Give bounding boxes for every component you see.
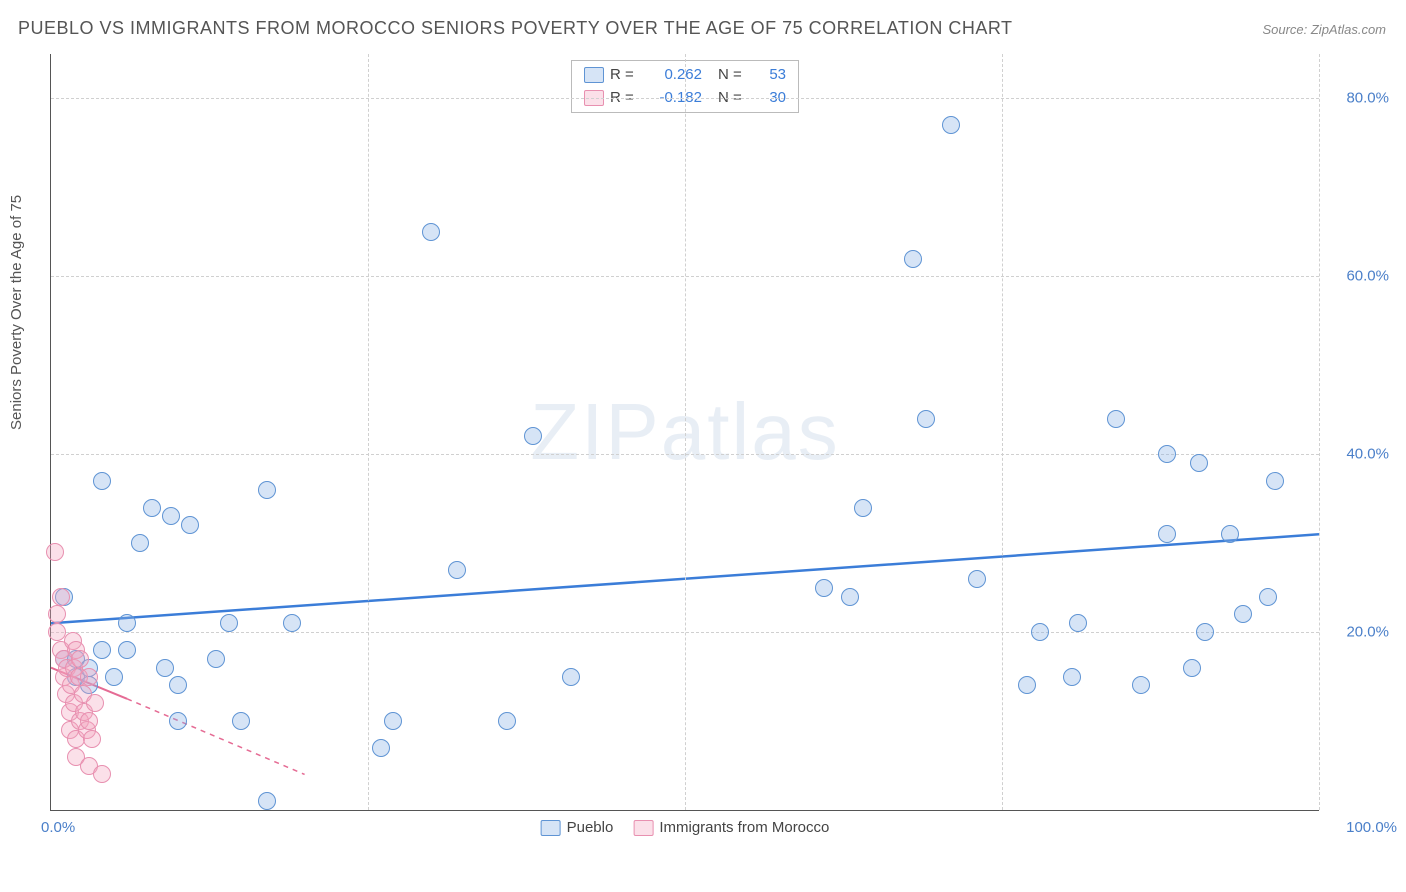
data-point bbox=[46, 543, 64, 561]
legend-n-value: 53 bbox=[754, 64, 786, 87]
data-point bbox=[854, 499, 872, 517]
data-point bbox=[105, 668, 123, 686]
series-legend: Pueblo Immigrants from Morocco bbox=[541, 819, 830, 836]
data-point bbox=[968, 570, 986, 588]
legend-swatch bbox=[633, 820, 653, 836]
data-point bbox=[156, 659, 174, 677]
source-attribution: Source: ZipAtlas.com bbox=[1262, 22, 1386, 37]
data-point bbox=[162, 507, 180, 525]
data-point bbox=[80, 668, 98, 686]
data-point bbox=[232, 712, 250, 730]
data-point bbox=[258, 481, 276, 499]
data-point bbox=[904, 250, 922, 268]
gridline-v bbox=[1002, 54, 1003, 810]
legend-swatch bbox=[541, 820, 561, 836]
data-point bbox=[169, 712, 187, 730]
data-point bbox=[1063, 668, 1081, 686]
data-point bbox=[131, 534, 149, 552]
gridline-v bbox=[368, 54, 369, 810]
data-point bbox=[917, 410, 935, 428]
gridline-v bbox=[685, 54, 686, 810]
data-point bbox=[1183, 659, 1201, 677]
data-point bbox=[1196, 623, 1214, 641]
data-point bbox=[1107, 410, 1125, 428]
data-point bbox=[1234, 605, 1252, 623]
data-point bbox=[83, 730, 101, 748]
data-point bbox=[143, 499, 161, 517]
x-axis-tick-min: 0.0% bbox=[41, 819, 75, 836]
legend-swatch bbox=[584, 67, 604, 83]
data-point bbox=[815, 579, 833, 597]
data-point bbox=[48, 605, 66, 623]
data-point bbox=[207, 650, 225, 668]
legend-r-label: R = bbox=[610, 64, 640, 87]
data-point bbox=[71, 650, 89, 668]
data-point bbox=[86, 694, 104, 712]
data-point bbox=[562, 668, 580, 686]
series-legend-item: Immigrants from Morocco bbox=[633, 819, 829, 836]
data-point bbox=[384, 712, 402, 730]
data-point bbox=[80, 712, 98, 730]
data-point bbox=[220, 614, 238, 632]
data-point bbox=[448, 561, 466, 579]
data-point bbox=[169, 676, 187, 694]
legend-n-label: N = bbox=[718, 64, 748, 87]
data-point bbox=[1190, 454, 1208, 472]
x-axis-tick-max: 100.0% bbox=[1346, 819, 1397, 836]
data-point bbox=[93, 472, 111, 490]
data-point bbox=[1259, 588, 1277, 606]
data-point bbox=[1158, 525, 1176, 543]
data-point bbox=[422, 223, 440, 241]
data-point bbox=[93, 641, 111, 659]
data-point bbox=[942, 116, 960, 134]
y-axis-tick: 60.0% bbox=[1329, 268, 1389, 285]
data-point bbox=[1221, 525, 1239, 543]
plot-area: ZIPatlas R =0.262N =53R =-0.182N =30 0.0… bbox=[50, 54, 1319, 811]
data-point bbox=[258, 792, 276, 810]
gridline-v bbox=[1319, 54, 1320, 810]
y-axis-tick: 80.0% bbox=[1329, 90, 1389, 107]
chart-title: PUEBLO VS IMMIGRANTS FROM MOROCCO SENIOR… bbox=[18, 18, 1013, 39]
data-point bbox=[283, 614, 301, 632]
data-point bbox=[524, 427, 542, 445]
data-point bbox=[1031, 623, 1049, 641]
data-point bbox=[372, 739, 390, 757]
data-point bbox=[118, 614, 136, 632]
data-point bbox=[118, 641, 136, 659]
data-point bbox=[1266, 472, 1284, 490]
series-legend-item: Pueblo bbox=[541, 819, 614, 836]
data-point bbox=[1158, 445, 1176, 463]
data-point bbox=[52, 588, 70, 606]
series-legend-label: Immigrants from Morocco bbox=[659, 819, 829, 836]
data-point bbox=[1132, 676, 1150, 694]
data-point bbox=[181, 516, 199, 534]
data-point bbox=[841, 588, 859, 606]
data-point bbox=[93, 765, 111, 783]
data-point bbox=[1069, 614, 1087, 632]
y-axis-tick: 20.0% bbox=[1329, 624, 1389, 641]
series-legend-label: Pueblo bbox=[567, 819, 614, 836]
data-point bbox=[498, 712, 516, 730]
data-point bbox=[1018, 676, 1036, 694]
legend-r-value: 0.262 bbox=[646, 64, 702, 87]
y-axis-label: Seniors Poverty Over the Age of 75 bbox=[8, 195, 25, 430]
y-axis-tick: 40.0% bbox=[1329, 446, 1389, 463]
